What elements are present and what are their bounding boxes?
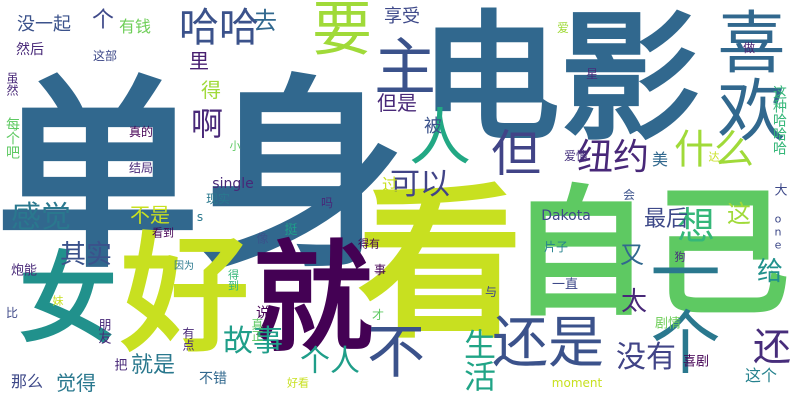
word-bei: 被 xyxy=(424,116,442,137)
word-dedao: 得到 xyxy=(226,269,240,291)
word-one: one xyxy=(771,212,785,252)
word-gushi: 故事 xyxy=(223,324,283,359)
word-zhebu: 这部 xyxy=(92,49,118,63)
word-juede: 觉得 xyxy=(56,371,96,395)
word-deyou: 得有 xyxy=(358,237,380,251)
word-tai: 太 xyxy=(620,287,648,317)
word-de: 得 xyxy=(201,78,221,102)
word-pengyou: 朋友 xyxy=(95,318,111,344)
word-nv: 女 xyxy=(18,243,118,357)
word-buxuo: 不错 xyxy=(199,371,227,387)
word-jiushi: 就是 xyxy=(130,353,176,378)
word-pianzi: 片子 xyxy=(543,240,569,254)
word-shenme: 什么 xyxy=(674,127,754,173)
word-kan: 看 xyxy=(357,168,523,361)
word-zuihou: 最后 xyxy=(643,207,689,232)
word-zhenzheng: 真正 xyxy=(250,318,264,342)
word-xiang: 想 xyxy=(676,204,716,248)
word-yu: 与 xyxy=(484,285,498,299)
word-keyi: 可以 xyxy=(390,167,450,202)
word-ba: 把 xyxy=(114,358,128,374)
word-gei: 给 xyxy=(756,257,784,287)
word-xiangxiang: 像 xyxy=(255,232,269,244)
word-xihuan2: 喜剧 xyxy=(682,354,710,370)
word-ma: 吗 xyxy=(320,196,334,210)
word-shi: 事 xyxy=(373,263,387,277)
word-niuyue: 纽约 xyxy=(576,137,650,178)
word-s: s xyxy=(196,210,204,224)
word-paoneng: 炮能 xyxy=(10,263,38,279)
word-zhende: 真的 xyxy=(128,125,154,139)
word-zhe: 这 xyxy=(727,200,751,228)
word-cai: 才 xyxy=(371,308,385,322)
word-xianshi: 现实 xyxy=(205,192,231,206)
word-jieju: 结局 xyxy=(128,161,154,175)
word-bushi: 不是 xyxy=(130,203,170,227)
word-yige: 一个 xyxy=(639,236,721,376)
word-gou: 狗 xyxy=(674,250,686,264)
word-ren: 人 xyxy=(408,101,472,174)
word-geren: 个人 xyxy=(300,344,360,379)
word-xiao: 小 xyxy=(229,139,241,153)
word-xuran: 虽然 xyxy=(5,72,19,96)
word-ge1: 个 xyxy=(91,8,115,33)
word-yao: 要 xyxy=(312,0,372,65)
word-meigeba: 每个吧 xyxy=(4,117,20,159)
word-danshi: 但是 xyxy=(377,91,417,115)
word-guo: 过 xyxy=(381,175,399,194)
word-haokan: 好看 xyxy=(287,376,309,390)
word-da2: 达 xyxy=(708,150,720,164)
word-a: 啊 xyxy=(190,105,224,143)
word-zhu: 主 xyxy=(373,31,437,104)
word-hai: 还 xyxy=(752,325,792,369)
word-meiyiqi: 没一起 xyxy=(17,14,71,35)
word-haishi: 还是 xyxy=(492,311,604,376)
word-ting: 挺 xyxy=(281,222,297,236)
word-ziji: 自己 xyxy=(509,173,791,336)
word-kandao: 看到 xyxy=(152,226,174,240)
word-aiqing: 爱情 xyxy=(563,149,589,163)
word-danshen: 单身 xyxy=(0,58,405,297)
word-qu: 去 xyxy=(253,7,277,35)
word-moment: moment xyxy=(551,376,603,390)
word-ai: 爱 xyxy=(556,21,570,35)
word-li: 里 xyxy=(189,49,209,73)
word-ranhou: 然后 xyxy=(16,42,44,58)
word-shuo: 说 xyxy=(254,305,270,319)
word-single: single xyxy=(212,176,254,192)
word-you: 又 xyxy=(620,241,644,269)
word-zhege: 这个 xyxy=(744,366,778,385)
word-dianying: 电影 xyxy=(419,0,701,161)
word-da: 大 xyxy=(774,183,788,199)
word-youqian: 有钱 xyxy=(118,17,152,36)
word-xihuan: 喜欢 xyxy=(705,7,784,143)
word-naname: 那么 xyxy=(10,372,44,391)
word-zhezhonghaha: 这种哈哈哈 xyxy=(771,85,787,155)
word-dan: 但 xyxy=(491,125,541,183)
word-hao: 好 xyxy=(120,221,250,370)
word-xing: 星 xyxy=(585,67,599,81)
word-dakota: Dakota xyxy=(541,208,591,224)
word-meimei: 妹 xyxy=(52,294,64,308)
word-qishi: 其实 xyxy=(59,240,113,270)
word-bu: 不 xyxy=(366,318,426,386)
word-ganjue: 感觉 xyxy=(11,200,71,235)
word-mei: 美 xyxy=(651,150,669,169)
word-jiu: 就 xyxy=(253,230,373,369)
word-meiyou: 没有 xyxy=(616,340,676,375)
word-xiangshou: 享受 xyxy=(384,6,420,27)
word-shenghuo: 生活 xyxy=(459,328,497,392)
word-haha: 哈哈 xyxy=(179,5,259,51)
word-juqing: 剧情 xyxy=(654,316,682,332)
word-yizhi: 一直 xyxy=(551,277,579,293)
word-hui: 会 xyxy=(622,188,636,202)
word-bi: 比 xyxy=(5,306,19,320)
word-zuo: 做 xyxy=(742,41,756,55)
word-yinwei: 因为 xyxy=(174,261,194,272)
word-youdian: 有点 xyxy=(181,327,195,351)
